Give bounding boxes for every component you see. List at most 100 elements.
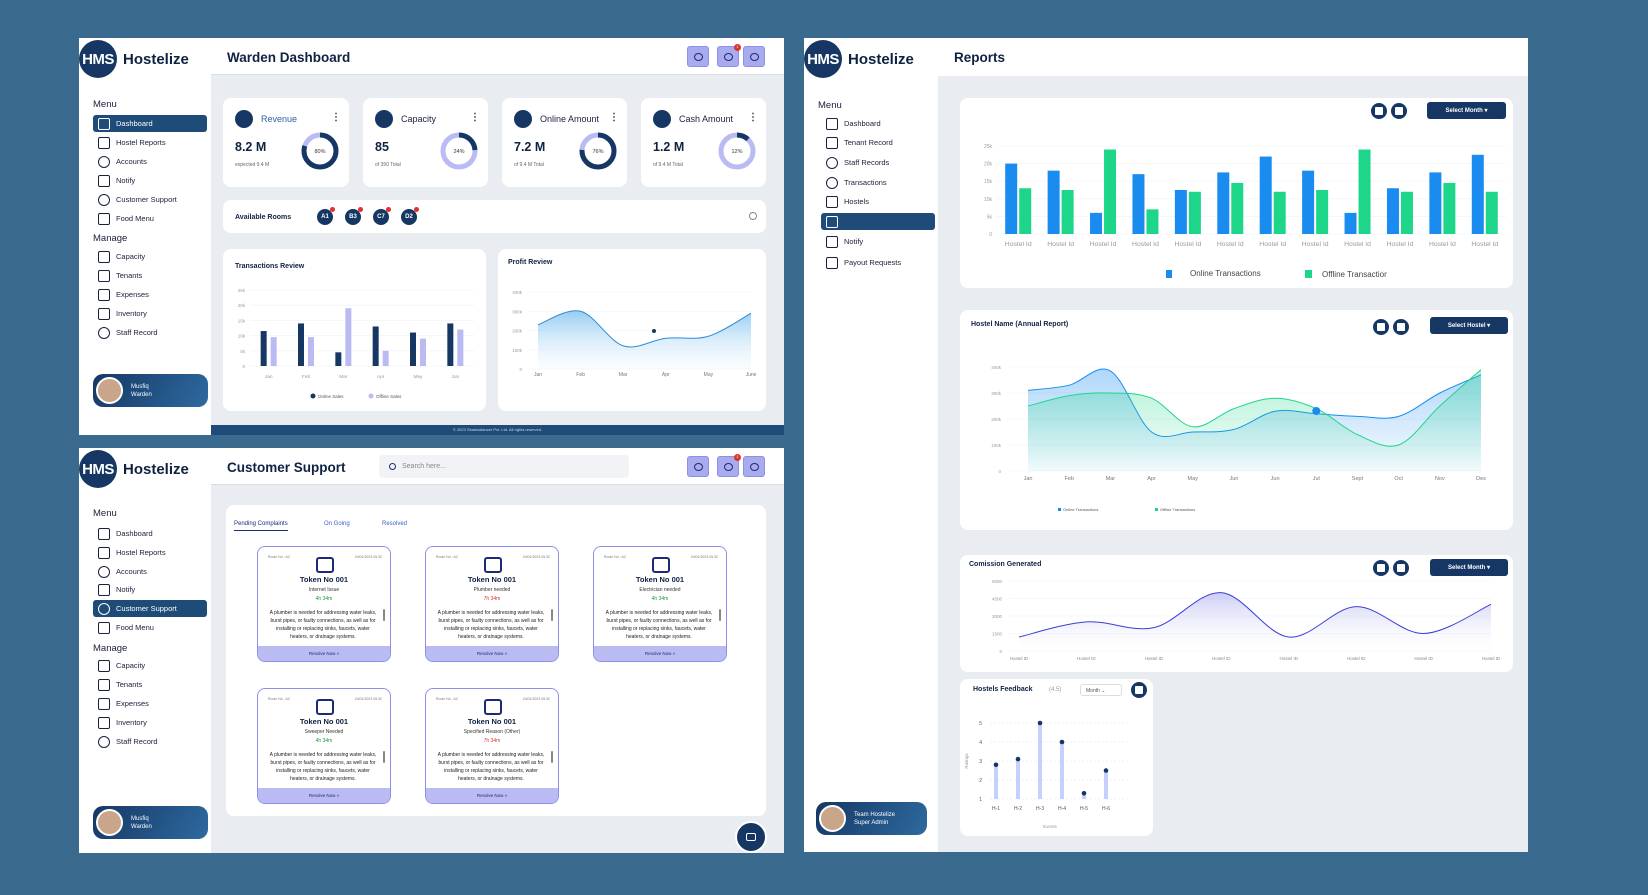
users-button[interactable] (687, 46, 709, 67)
users-button[interactable] (687, 456, 709, 477)
user-name: Musfiq (131, 383, 149, 390)
print-button[interactable] (1131, 682, 1147, 698)
transactions-bar (457, 329, 464, 366)
resolve-now-button[interactable]: Resolve Now » (426, 788, 558, 803)
month-dropdown[interactable]: Month ⌄ (1080, 684, 1122, 696)
sidebar-item-dashboard[interactable]: Dashboard (93, 115, 207, 132)
resolve-now-button[interactable]: Resolve Now » (594, 646, 726, 661)
chevron-right-icon[interactable] (749, 212, 757, 220)
sidebar-item-notify[interactable]: Notify (821, 233, 935, 250)
sidebar-item-accounts[interactable]: Accounts (93, 153, 207, 170)
x-tick-label: Hostel Id (1429, 241, 1456, 248)
sidebar-item-accounts[interactable]: Accounts (93, 563, 207, 580)
x-tick-label: Hostel Id (1387, 241, 1414, 248)
sidebar-item-food-menu[interactable]: Food Menu (93, 619, 207, 636)
scrollbar[interactable] (383, 609, 385, 621)
feedback-card: Hostels Feedback (4.5) Month ⌄ 5 4 3 2 1 H-1 H… (960, 679, 1153, 836)
hostel-transactions-bar (1104, 149, 1117, 234)
scrollbar[interactable] (551, 609, 553, 621)
sidebar-item-dashboard[interactable]: Dashboard (93, 525, 207, 542)
resolve-now-button[interactable]: Resolve Now » (258, 646, 390, 661)
tab-pending-complaints[interactable]: Pending Complaints (234, 521, 288, 531)
more-options-icon[interactable]: ⋮ (470, 112, 480, 123)
room-chip[interactable]: B3 (345, 207, 363, 225)
sidebar-item-tenant-record[interactable]: Tenant Record (821, 134, 935, 151)
home-icon (98, 117, 110, 130)
more-options-icon[interactable]: ⋮ (609, 112, 619, 123)
complaint-type-icon (484, 699, 502, 715)
scrollbar[interactable] (719, 609, 721, 621)
export-button[interactable] (1373, 560, 1389, 576)
sidebar-item-capacity[interactable]: Capacity (93, 248, 207, 265)
room-chip[interactable]: A1 (317, 207, 335, 225)
select-hostel-dropdown[interactable]: Select Hostel ▾ (1430, 317, 1508, 334)
x-tick-label: H-6 (1102, 806, 1110, 812)
notifications-button[interactable]: 1 (717, 44, 741, 67)
sidebar-item-staff-record[interactable]: Staff Record (93, 324, 207, 341)
x-tick-label: May (1188, 476, 1199, 482)
sidebar-item-staff-record[interactable]: Staff Record (93, 733, 207, 750)
main-content: Customer Support Search here... 1 Pendin… (211, 448, 784, 853)
sidebar-item-payout-requests[interactable]: Payout Requests (821, 254, 935, 271)
sidebar-item-tenants[interactable]: Tenants (93, 676, 207, 693)
complaint-date: 24/01/2023 09:32 (690, 555, 718, 559)
sidebar-item-expenses[interactable]: Expenses (93, 286, 207, 303)
sidebar-item-customer-support[interactable]: Customer Support (93, 600, 207, 617)
staff-icon (98, 735, 110, 748)
sidebar-item-notify[interactable]: Notify (93, 172, 207, 189)
sidebar-item-inventory[interactable]: Inventory (93, 305, 207, 322)
sidebar-item-hostel-reports[interactable]: Hostel Reports (93, 544, 207, 561)
brand-logo[interactable]: HMS Hostelize (79, 40, 189, 78)
resolve-now-button[interactable]: Resolve Now » (426, 646, 558, 661)
scrollbar[interactable] (551, 751, 553, 763)
sidebar-item-tenants[interactable]: Tenants (93, 267, 207, 284)
sidebar-item-notify[interactable]: Notify (93, 581, 207, 598)
notifications-button[interactable]: 1 (717, 454, 741, 477)
brand-logo[interactable]: HMS Hostelize (804, 40, 914, 78)
search-input[interactable]: Search here... (379, 455, 629, 478)
complaint-date: 24/01/2023 09:32 (522, 555, 550, 559)
user-profile-card[interactable]: Team Hostelize Super Admin (816, 802, 927, 835)
complaint-description: A plumber is needed for addressing water… (269, 610, 377, 640)
select-month-dropdown[interactable]: Select Month ▾ (1430, 559, 1508, 576)
sidebar-item-hostel-reports[interactable]: Hostel Reports (93, 134, 207, 151)
sidebar-item-staff-records[interactable]: Staff Records (821, 154, 935, 171)
dropdown-label: Select Month (1445, 107, 1483, 114)
user-profile-card[interactable]: Musfiq Warden (93, 374, 208, 407)
y-tick-label: 5k (240, 349, 246, 354)
sidebar-item-food-menu[interactable]: Food Menu (93, 210, 207, 227)
printer-icon (1395, 107, 1403, 115)
user-profile-card[interactable]: Musfiq Warden (93, 806, 208, 839)
printer-icon (1397, 564, 1405, 572)
settings-button[interactable] (743, 456, 765, 477)
sidebar-item-inventory[interactable]: Inventory (93, 714, 207, 731)
hostel-transactions-bar (1429, 172, 1442, 234)
sidebar-item-capacity[interactable]: Capacity (93, 657, 207, 674)
brand-logo[interactable]: HMS Hostelize (79, 450, 189, 488)
print-button[interactable] (1393, 319, 1409, 335)
print-button[interactable] (1391, 103, 1407, 119)
more-options-icon[interactable]: ⋮ (331, 112, 341, 123)
sidebar-item-customer-support[interactable]: Customer Support (93, 191, 207, 208)
print-button[interactable] (1393, 560, 1409, 576)
room-chip[interactable]: C7 (373, 207, 391, 225)
sidebar-item-expenses[interactable]: Expenses (93, 695, 207, 712)
top-bar: Customer Support Search here... 1 (211, 448, 784, 485)
export-button[interactable] (1373, 319, 1389, 335)
settings-button[interactable] (743, 46, 765, 67)
tab-on-going[interactable]: On Going (324, 521, 350, 527)
select-month-dropdown[interactable]: Select Month ▾ (1427, 102, 1506, 119)
chat-button[interactable] (735, 821, 767, 853)
room-chip[interactable]: D2 (401, 207, 419, 225)
tab-resolved[interactable]: Resolved (382, 521, 408, 527)
scrollbar[interactable] (383, 751, 385, 763)
sidebar-item-reports[interactable] (821, 213, 935, 230)
sidebar-item-transactions[interactable]: Transactions (821, 174, 935, 191)
room-label: B3 (349, 214, 357, 220)
sidebar-item-hostels[interactable]: Hostels (821, 193, 935, 210)
sidebar-item-label: Customer Support (116, 604, 177, 613)
sidebar-item-dashboard[interactable]: Dashboard (821, 115, 935, 132)
more-options-icon[interactable]: ⋮ (748, 112, 758, 123)
export-button[interactable] (1371, 103, 1387, 119)
resolve-now-button[interactable]: Resolve Now » (258, 788, 390, 803)
